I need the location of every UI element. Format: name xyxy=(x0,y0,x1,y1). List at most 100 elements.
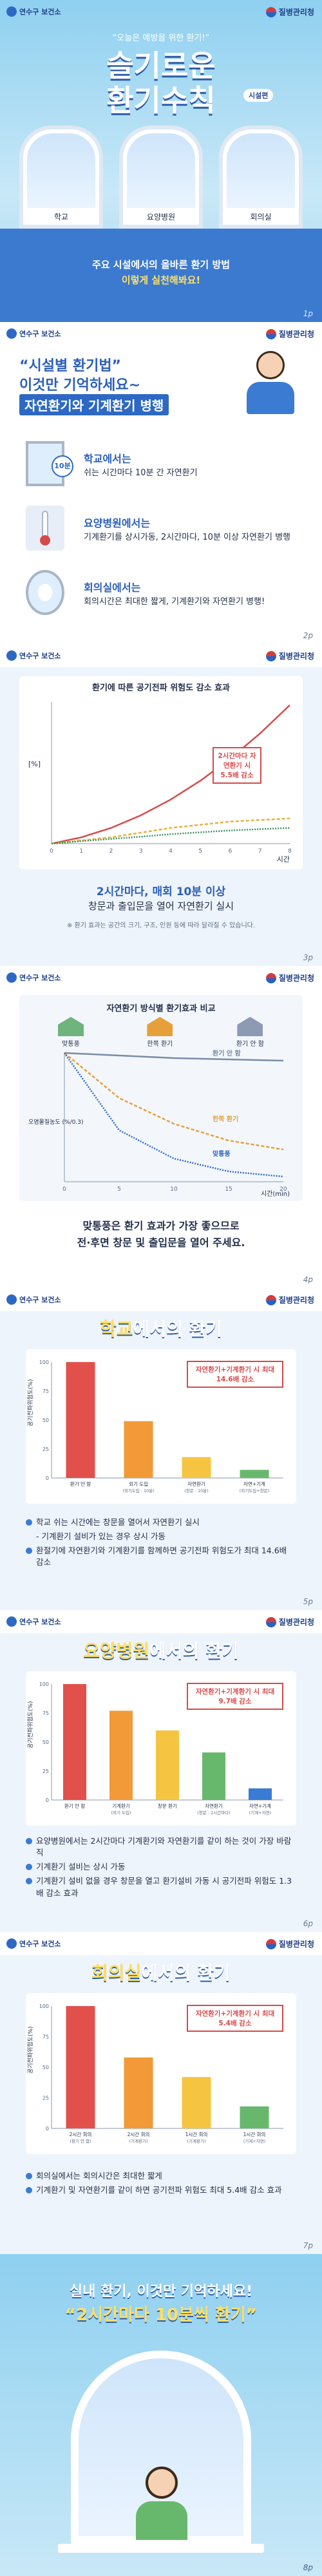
x-axis-label: 시간(min) xyxy=(261,1190,290,1198)
y-tick-label: 0 xyxy=(46,1797,49,1803)
intro-caption-2: 이렇게 실천해봐요! xyxy=(121,274,201,286)
bar xyxy=(63,1684,86,1800)
risk-chart-svg: 환기에 따른 공기전파 위험도 감소 효과 [%] 시간 0 1 2 3 4 5 6 7 8 xyxy=(28,683,292,864)
district-logo-icon xyxy=(6,328,17,339)
x-tick-label: 0 xyxy=(50,848,53,855)
series-line xyxy=(51,704,290,845)
y-tick-label: 100 xyxy=(39,2003,49,2009)
x-tick-label: 7 xyxy=(258,848,262,855)
summary-item-hospital: 요양병원에서는 기계환기를 상시가동, 2시간마다, 10분 이상 자연환기 병행 xyxy=(26,499,303,557)
y-tick-label: 75 xyxy=(43,1710,49,1716)
school-chart: 공기전파위험도(%) 0 25 50 75 100 환기 안 함 외기 도입 (외기도입 : … xyxy=(26,1349,296,1504)
panel-closing: 실내 환기, 이것만 기억하세요! “2시간마다 10분씩 환기” 8p xyxy=(0,2254,322,2576)
y-tick-label: 50 xyxy=(43,2065,49,2070)
meeting-bullets: 회의실에서는 회의시간은 최대한 짧게 기계환기 및 자연환기를 같이 하면 공… xyxy=(26,2170,296,2199)
bar xyxy=(66,1362,95,1478)
page-number: 5p xyxy=(303,1597,313,1606)
y-axis-label: 오염물질농도 (%/0.3) xyxy=(28,1118,83,1126)
closing-window xyxy=(71,2351,251,2544)
bullet-icon xyxy=(26,2173,32,2179)
meeting-title: 회의실에서의 환기 xyxy=(91,1962,231,1984)
x-tick-sublabel: (기계환기) xyxy=(129,2138,148,2144)
mode-chart-svg: 오염물질농도 (%/0.3) 시간(min) 0 5 10 15 20 환기 안 함한쪽 … xyxy=(28,1049,290,1198)
x-tick-label: 8 xyxy=(288,848,292,855)
x-tick-label: 자연환기 xyxy=(187,1481,205,1487)
hospital-bullets: 요양병원에서는 2시간마다 기계환기와 자연환기를 같이 하는 것이 가장 바람… xyxy=(26,1835,296,1902)
x-tick-label: 0 xyxy=(62,1186,66,1193)
kdca-logo-icon xyxy=(265,1616,276,1627)
summary-item-meeting: 회의실에서는 회의시간은 최대한 짧게, 기계환기와 자연환기 병행! xyxy=(26,564,303,621)
mode-chart: 자연환기 방식별 환기효과 비교 맞통풍 한쪽 환기 환기 안 함 오염물질농도… xyxy=(19,995,303,1201)
window-icon: 10분 xyxy=(26,441,73,486)
x-tick-label: 환기 안 함 xyxy=(70,1481,91,1487)
hospital-title: 요양병원에서의 환기 xyxy=(83,1640,239,1662)
school-title: 학교에서의 환기 xyxy=(99,1318,223,1340)
panel-school: 연수구 보건소 질병관리청 학교에서의 환기 공기전파위험도(%) 0 25 50 7… xyxy=(0,1288,322,1610)
mode-caption-1: 맞통풍은 환기 효과가 가장 좋으므로 xyxy=(82,1220,240,1232)
brand-right: 질병관리청 xyxy=(265,6,314,17)
series-line xyxy=(51,817,290,845)
bar xyxy=(124,2057,153,2128)
series-line xyxy=(51,827,290,845)
y-tick-label: 0 xyxy=(46,1475,49,1481)
chart-title: 자연환기 방식별 환기효과 비교 xyxy=(106,1004,216,1014)
window-hospital: 요양병원 xyxy=(119,126,203,229)
y-tick-label: 100 xyxy=(39,1681,49,1687)
x-axis-label: 시간 xyxy=(277,855,290,864)
brand-left: 연수구 보건소 xyxy=(6,6,61,17)
risk-callout: 2시간마다 자연환기 시 5.5배 감소 xyxy=(213,747,261,784)
x-tick-sublabel: (창문 : 10분) xyxy=(184,1488,209,1493)
y-tick-label: 25 xyxy=(43,1768,49,1774)
district-logo-icon xyxy=(6,1616,17,1627)
district-logo-icon xyxy=(6,1294,17,1305)
district-logo-icon xyxy=(6,650,17,661)
district-logo-icon xyxy=(6,1938,17,1949)
school-callout: 자연환기+기계환기 시 최대 14.6배 감소 xyxy=(187,1361,283,1388)
y-axis-label: 공기전파위험도(%) xyxy=(27,1701,34,1748)
x-tick-label: 자연+기계 xyxy=(249,1803,271,1809)
page-number: 4p xyxy=(303,1275,313,1284)
panel-hospital: 연수구 보건소 질병관리청 요양병원에서의 환기 공기전파위험도(%) 0 25 5… xyxy=(0,1610,322,1932)
kdca-logo-icon xyxy=(265,328,276,339)
x-tick-label: 2시간 회의 xyxy=(128,2131,150,2137)
y-tick-label: 50 xyxy=(43,1739,49,1745)
bar xyxy=(66,2006,95,2128)
x-tick-label: 1 xyxy=(79,848,83,855)
intro-title-1: 슬기로운 xyxy=(106,48,216,83)
series-line xyxy=(64,1052,284,1062)
panel-meeting: 연수구 보건소 질병관리청 회의실에서의 환기 공기전파위험도(%) 0 25 50… xyxy=(0,1932,322,2254)
kdca-logo-icon xyxy=(265,1294,276,1305)
y-tick-label: 0 xyxy=(46,2126,49,2132)
x-tick-sublabel: (기계+자연) xyxy=(243,2138,265,2144)
bar xyxy=(156,1730,179,1800)
panel-intro: 연수구 보건소 질병관리청 “오늘은 예방을 위한 환기!” 슬기로운 환기수칙… xyxy=(0,0,322,322)
district-logo-icon xyxy=(6,972,17,983)
page-number: 3p xyxy=(303,953,313,962)
person-illustration xyxy=(245,351,296,415)
page-number: 8p xyxy=(303,2563,313,2572)
x-tick-label: 기계환기 xyxy=(112,1803,130,1809)
intro-title-2: 환기수칙 xyxy=(106,83,216,118)
bullet-icon xyxy=(26,1519,32,1526)
series-line xyxy=(64,1052,284,1151)
hospital-callout: 자연환기+기계환기 시 최대 9.7배 감소 xyxy=(187,1683,283,1710)
window-meeting: 회의실 xyxy=(219,126,303,229)
x-tick-label: 외기 도입 xyxy=(129,1481,148,1487)
meeting-callout: 자연환기+기계환기 시 최대 5.4배 감소 xyxy=(187,2005,283,2032)
panel-mode-chart: 연수구 보건소 질병관리청 자연환기 방식별 환기효과 비교 맞통풍 한쪽 환기… xyxy=(0,966,322,1288)
series-label: 환기 안 함 xyxy=(213,1049,242,1057)
hospital-chart-svg: 공기전파위험도(%) 0 25 50 75 100 환기 안 함 기계환기(외기 도입) 창문… xyxy=(27,1681,283,1815)
bullet-icon xyxy=(26,1548,32,1555)
x-tick-label: 1시간 회의 xyxy=(185,2131,208,2137)
x-tick-sublabel: (창문 : 2시간마다) xyxy=(197,1810,230,1815)
fan-icon xyxy=(26,570,64,615)
hospital-chart: 공기전파위험도(%) 0 25 50 75 100 환기 안 함 기계환기 (외기 도입) 창문… xyxy=(26,1671,296,1826)
series-label: 한쪽 환기 xyxy=(213,1115,238,1123)
kdca-logo-icon xyxy=(265,650,276,661)
closing-sill xyxy=(58,2544,264,2553)
person-illustration xyxy=(136,2467,187,2540)
page-number: 6p xyxy=(303,1919,313,1928)
intro-subtitle: “오늘은 예방을 위한 환기!” xyxy=(112,33,210,43)
x-tick-label: 20 xyxy=(279,1186,287,1193)
